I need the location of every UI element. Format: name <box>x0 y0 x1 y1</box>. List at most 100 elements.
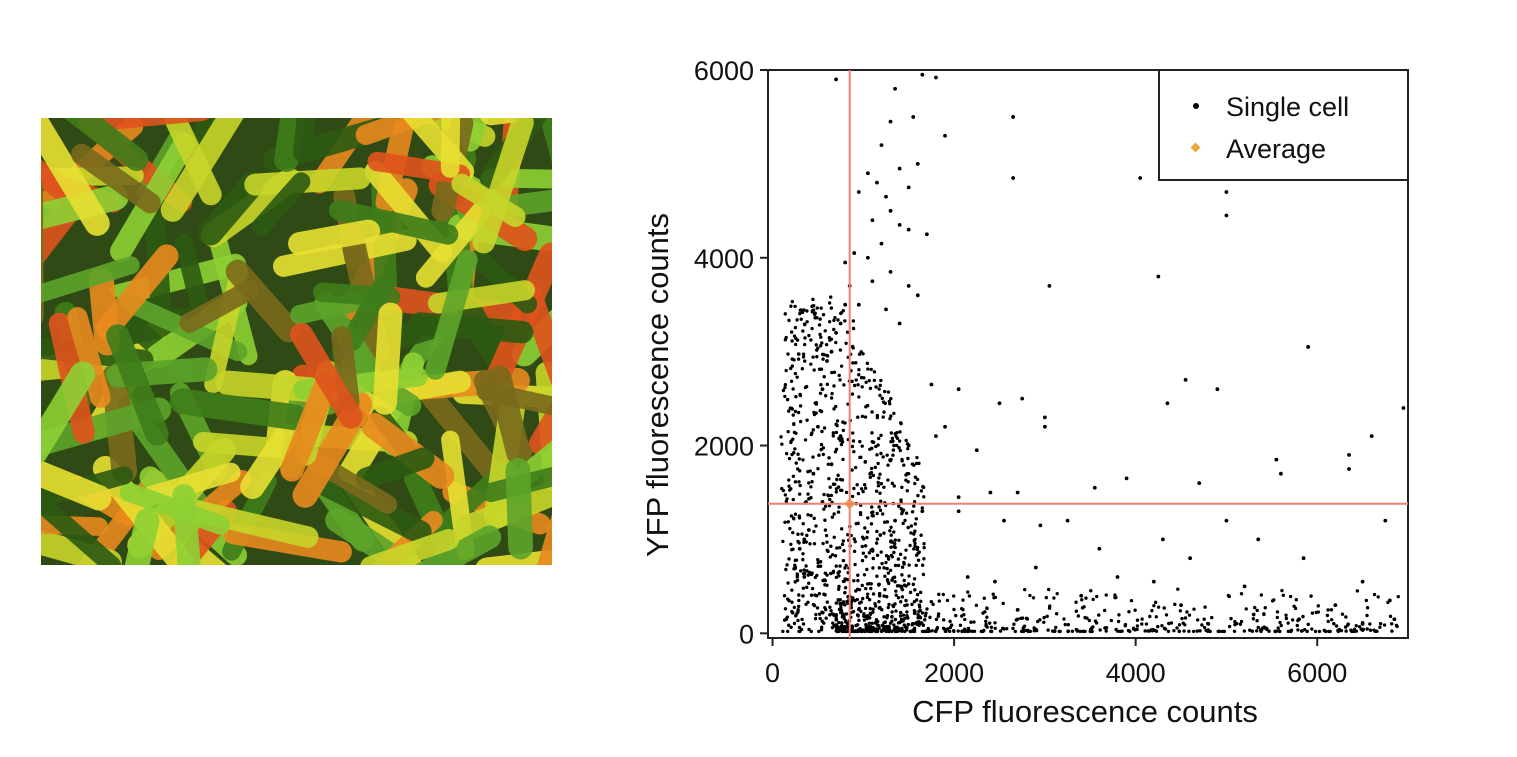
data-point <box>799 317 803 321</box>
data-point <box>1242 584 1247 589</box>
data-point <box>821 446 826 450</box>
data-point <box>787 318 791 323</box>
data-point <box>831 434 835 438</box>
data-point <box>797 541 801 545</box>
data-point <box>1135 618 1140 622</box>
data-point <box>882 410 886 414</box>
data-point <box>1192 607 1196 611</box>
data-point <box>875 511 879 516</box>
cell <box>360 529 460 565</box>
data-point <box>872 378 877 383</box>
data-point <box>869 466 874 471</box>
data-point <box>852 449 856 454</box>
data-point <box>786 352 790 356</box>
data-point <box>854 522 858 526</box>
cell <box>96 244 179 340</box>
data-point <box>862 483 867 487</box>
data-point <box>915 592 920 597</box>
data-point <box>827 456 831 460</box>
data-point <box>809 513 813 518</box>
data-point <box>1123 624 1127 628</box>
data-point <box>835 477 839 482</box>
data-point <box>830 370 834 375</box>
data-point <box>1151 579 1156 584</box>
data-point <box>889 533 893 537</box>
data-point <box>1124 476 1129 481</box>
data-point <box>805 569 809 573</box>
data-point <box>921 484 925 489</box>
data-point <box>998 629 1003 633</box>
data-point <box>1238 622 1243 626</box>
data-point <box>788 406 793 410</box>
data-point <box>1002 518 1006 523</box>
data-point <box>920 611 925 615</box>
data-point <box>807 333 811 338</box>
data-point <box>934 434 938 439</box>
data-point <box>893 579 897 584</box>
cell <box>41 256 140 303</box>
data-point <box>897 439 902 443</box>
data-point <box>841 428 846 433</box>
data-point <box>1227 624 1232 629</box>
data-point <box>906 480 910 484</box>
data-point <box>1378 621 1383 626</box>
data-point <box>951 594 956 598</box>
data-point <box>879 433 883 438</box>
data-point <box>860 385 864 389</box>
data-point <box>839 364 844 368</box>
data-point <box>900 457 904 462</box>
data-point <box>906 227 911 232</box>
data-point <box>805 309 809 313</box>
cell <box>425 249 478 380</box>
data-point <box>1045 614 1049 618</box>
data-point <box>806 600 810 604</box>
x-tick-label: 0 <box>765 658 780 688</box>
data-point <box>956 495 961 500</box>
data-point <box>1109 618 1114 623</box>
data-point <box>786 429 790 434</box>
data-point <box>1098 628 1102 632</box>
data-point <box>866 629 871 634</box>
data-point <box>867 598 872 602</box>
data-point <box>910 602 914 607</box>
data-point <box>875 529 879 534</box>
data-point <box>793 325 798 330</box>
data-point <box>854 361 858 365</box>
data-point <box>863 486 868 490</box>
data-point <box>821 357 825 361</box>
data-point <box>1094 621 1099 625</box>
data-point <box>804 384 809 389</box>
data-point <box>1083 615 1087 620</box>
data-point <box>851 346 855 350</box>
data-point <box>899 498 903 502</box>
data-point <box>1164 613 1169 617</box>
data-point <box>920 563 925 567</box>
data-point <box>822 375 826 379</box>
data-point <box>792 605 797 610</box>
data-point <box>1276 626 1280 630</box>
data-point <box>834 575 839 580</box>
data-point <box>793 480 798 484</box>
data-point <box>809 495 813 500</box>
data-point <box>1013 629 1018 634</box>
data-point <box>892 411 896 416</box>
data-point <box>843 260 848 265</box>
data-point <box>823 504 828 508</box>
data-point <box>825 600 830 604</box>
data-point <box>843 566 847 570</box>
data-point <box>1306 345 1311 349</box>
data-point <box>915 547 919 552</box>
data-point <box>834 330 838 335</box>
data-point <box>817 453 821 457</box>
data-point <box>802 308 806 312</box>
cell <box>329 200 459 245</box>
data-point <box>889 457 893 462</box>
cell <box>41 361 96 464</box>
data-point <box>1232 629 1237 634</box>
data-point <box>906 284 911 288</box>
data-point <box>869 628 874 633</box>
cell <box>409 312 534 344</box>
data-point <box>1131 626 1136 630</box>
data-point <box>811 471 816 476</box>
data-point <box>877 582 881 586</box>
